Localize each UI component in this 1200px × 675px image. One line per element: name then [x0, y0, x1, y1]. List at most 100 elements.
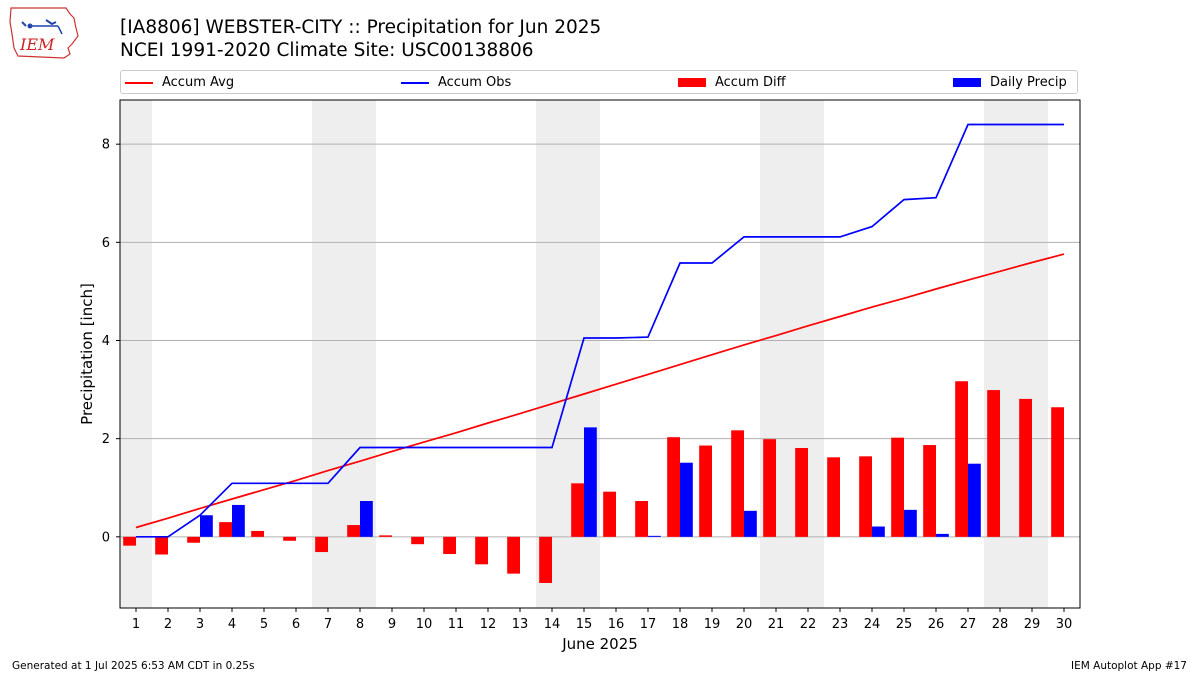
legend-item-accum-avg: Accum Avg — [125, 74, 234, 92]
daily-precip-bar-17 — [648, 535, 661, 537]
diff-bar-30 — [1051, 407, 1064, 537]
diff-bar-22 — [795, 447, 808, 537]
legend-label-accum-avg: Accum Avg — [162, 75, 235, 90]
weekend-shade-0 — [120, 100, 152, 608]
legend-label-daily-precip: Daily Precip — [990, 75, 1067, 90]
diff-bar-13 — [507, 536, 520, 574]
daily-precip-bar-20 — [744, 510, 757, 537]
y-tick-label-0: 0 — [102, 530, 110, 545]
diff-bar-4 — [219, 522, 232, 537]
y-axis-title: Precipitation [inch] — [78, 283, 96, 425]
diff-bar-16 — [603, 491, 616, 537]
diff-bar-8 — [347, 525, 360, 537]
legend-swatch-accum-obs — [401, 81, 429, 84]
x-tick-label-20: 20 — [736, 617, 753, 632]
x-tick-label-17: 17 — [640, 617, 657, 632]
diff-bar-19 — [699, 445, 712, 537]
x-tick-label-15: 15 — [576, 617, 593, 632]
x-tick-label-7: 7 — [324, 617, 332, 632]
x-tick-label-9: 9 — [388, 617, 396, 632]
series-line-accum-obs — [136, 123, 1064, 538]
legend-label-accum-diff: Accum Diff — [715, 75, 786, 90]
daily-precip-bar-15 — [584, 427, 597, 537]
x-tick-label-24: 24 — [864, 617, 881, 632]
legend-swatch-accum-avg — [125, 81, 153, 84]
diff-bar-23 — [827, 457, 840, 537]
diff-bar-11 — [443, 536, 456, 555]
daily-precip-bar-27 — [968, 463, 981, 537]
diff-bar-6 — [283, 536, 296, 541]
daily-precip-bar-18 — [680, 462, 693, 537]
diff-bar-29 — [1019, 398, 1032, 537]
daily-precip-bar-8 — [360, 501, 373, 537]
diff-bar-26 — [923, 445, 936, 537]
diff-bar-10 — [411, 536, 424, 545]
diff-bar-14 — [539, 536, 552, 583]
daily-precip-bar-26 — [936, 533, 949, 537]
diff-bar-5 — [251, 530, 264, 537]
daily-precip-bar-3 — [200, 515, 213, 537]
x-tick-label-27: 27 — [960, 617, 977, 632]
x-tick-label-6: 6 — [292, 617, 300, 632]
x-tick-label-29: 29 — [1024, 617, 1041, 632]
diff-bar-15 — [571, 483, 584, 537]
x-tick-label-1: 1 — [132, 617, 140, 632]
diff-bar-18 — [667, 437, 680, 537]
x-tick-label-23: 23 — [832, 617, 849, 632]
app-footnote: IEM Autoplot App #17 — [1071, 660, 1187, 672]
x-tick-label-25: 25 — [896, 617, 913, 632]
iem-logo: IEM — [8, 4, 80, 60]
daily-precip-bar-25 — [904, 509, 917, 537]
diff-bar-9 — [379, 535, 392, 537]
x-tick-label-21: 21 — [768, 617, 785, 632]
x-tick-label-10: 10 — [416, 617, 433, 632]
x-axis-title: June 2025 — [561, 635, 638, 653]
diff-bar-17 — [635, 501, 648, 537]
y-tick-label-2: 2 — [102, 432, 110, 447]
daily-precip-bar-24 — [872, 526, 885, 537]
chart-subtitle: NCEI 1991-2020 Climate Site: USC00138806 — [120, 40, 534, 61]
axes-frame — [119, 99, 1081, 609]
diff-bar-28 — [987, 390, 1000, 537]
logo-text: IEM — [19, 35, 55, 54]
legend-item-daily-precip: Daily Precip — [953, 74, 1067, 92]
series-line-accum-avg — [135, 253, 1065, 529]
y-tick-label-6: 6 — [102, 236, 110, 251]
x-tick-label-12: 12 — [480, 617, 497, 632]
x-tick-label-4: 4 — [228, 617, 236, 632]
y-tick-label-8: 8 — [102, 138, 110, 153]
x-tick-label-28: 28 — [992, 617, 1009, 632]
legend-swatch-accum-diff — [678, 78, 706, 87]
legend-item-accum-obs: Accum Obs — [401, 74, 511, 92]
diff-bar-25 — [891, 437, 904, 537]
chart-legend: Accum Avg Accum Obs Accum Diff Daily Pre… — [120, 70, 1078, 94]
x-tick-label-18: 18 — [672, 617, 689, 632]
diff-bar-2 — [155, 536, 168, 555]
x-tick-label-13: 13 — [512, 617, 529, 632]
diff-bar-7 — [315, 536, 328, 553]
x-tick-label-14: 14 — [544, 617, 561, 632]
x-tick-label-30: 30 — [1056, 617, 1073, 632]
diff-bar-3 — [187, 536, 200, 543]
legend-item-accum-diff: Accum Diff — [678, 74, 786, 92]
x-tick-label-11: 11 — [448, 617, 465, 632]
x-tick-label-8: 8 — [356, 617, 364, 632]
diff-bar-1 — [123, 536, 136, 546]
x-tick-label-2: 2 — [164, 617, 172, 632]
legend-swatch-daily-precip — [953, 78, 981, 87]
y-tick-label-4: 4 — [102, 334, 110, 349]
x-tick-label-3: 3 — [196, 617, 204, 632]
diff-bar-24 — [859, 456, 872, 537]
x-tick-label-26: 26 — [928, 617, 945, 632]
chart-title: [IA8806] WEBSTER-CITY :: Precipitation f… — [120, 17, 602, 38]
diff-bar-27 — [955, 381, 968, 537]
x-tick-label-22: 22 — [800, 617, 817, 632]
x-tick-label-5: 5 — [260, 617, 268, 632]
diff-bar-21 — [763, 439, 776, 537]
diff-bar-12 — [475, 536, 488, 565]
diff-bar-20 — [731, 430, 744, 537]
x-tick-label-19: 19 — [704, 617, 721, 632]
generated-footnote: Generated at 1 Jul 2025 6:53 AM CDT in 0… — [12, 660, 255, 672]
legend-label-accum-obs: Accum Obs — [438, 75, 512, 90]
